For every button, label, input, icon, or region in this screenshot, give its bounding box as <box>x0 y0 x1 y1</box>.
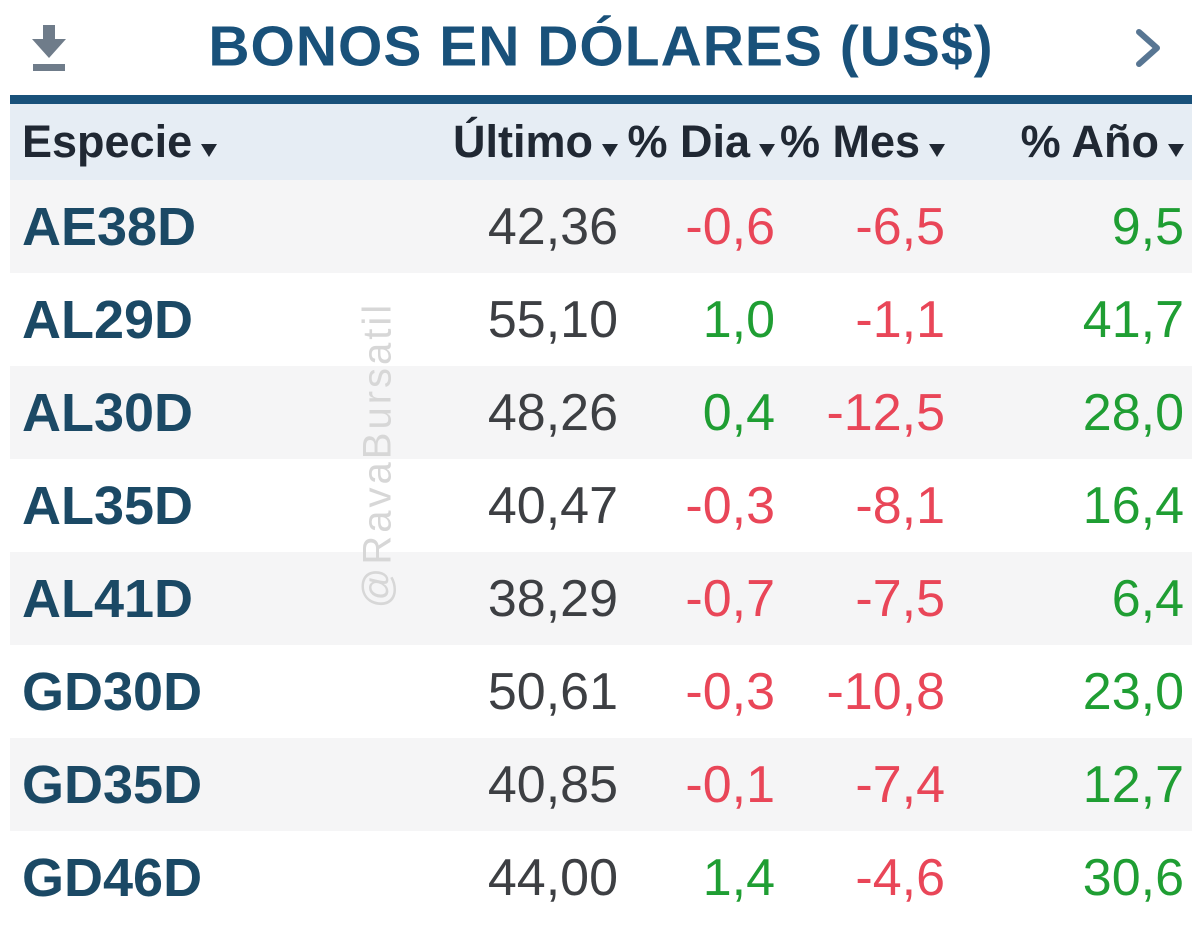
bond-ticker[interactable]: AL35D <box>22 475 194 536</box>
bond-last-price: 48,26 <box>487 383 618 442</box>
bond-day-change: -0,1 <box>685 755 775 814</box>
bond-table-body: AE38D 42,36 -0,6 -6,5 9,5 AL29D 55,10 1,… <box>10 180 1192 924</box>
table-row: AL30D 48,26 0,4 -12,5 28,0 <box>10 366 1192 459</box>
bond-last-price: 50,61 <box>487 662 618 721</box>
table-row: AL41D 38,29 -0,7 -7,5 6,4 <box>10 552 1192 645</box>
download-button[interactable] <box>28 23 70 73</box>
bonds-widget: BONOS EN DÓLARES (US$) Especie Último <box>10 0 1192 924</box>
bond-year-change: 41,7 <box>1082 290 1184 349</box>
bond-month-change: -6,5 <box>855 197 945 256</box>
bond-month-change: -12,5 <box>826 383 945 442</box>
header-divider <box>10 95 1192 104</box>
table-row: GD35D 40,85 -0,1 -7,4 12,7 <box>10 738 1192 831</box>
bond-month-change: -1,1 <box>855 290 945 349</box>
column-header-anio[interactable]: % Año <box>945 104 1192 180</box>
sort-desc-icon <box>1168 144 1184 157</box>
column-header-mes[interactable]: % Mes <box>775 104 945 180</box>
chevron-right-icon <box>1136 28 1160 67</box>
bond-day-change: -0,3 <box>685 476 775 535</box>
table-header-row: Especie Último % Dia % Mes % Año <box>10 104 1192 180</box>
column-header-ultimo[interactable]: Último <box>310 104 618 180</box>
table-row: AL29D 55,10 1,0 -1,1 41,7 <box>10 273 1192 366</box>
bond-last-price: 42,36 <box>487 197 618 256</box>
column-header-especie[interactable]: Especie <box>10 104 310 180</box>
column-label: % Dia <box>627 116 750 167</box>
bond-year-change: 6,4 <box>1111 569 1184 628</box>
bond-year-change: 16,4 <box>1082 476 1184 535</box>
sort-desc-icon <box>201 144 218 157</box>
bond-ticker[interactable]: GD46D <box>22 847 203 908</box>
column-label: % Mes <box>779 116 920 167</box>
bond-month-change: -4,6 <box>855 848 945 907</box>
sort-desc-icon <box>759 144 775 157</box>
bond-day-change: 1,4 <box>702 848 775 907</box>
widget-title: BONOS EN DÓLARES (US$) <box>208 14 994 79</box>
bond-ticker[interactable]: AL29D <box>22 289 194 350</box>
bond-day-change: 1,0 <box>702 290 775 349</box>
bond-month-change: -7,4 <box>855 755 945 814</box>
bond-day-change: -0,3 <box>685 662 775 721</box>
bond-last-price: 44,00 <box>487 848 618 907</box>
table-row: GD46D 44,00 1,4 -4,6 30,6 <box>10 831 1192 924</box>
bond-year-change: 9,5 <box>1111 197 1184 256</box>
column-label: Especie <box>22 116 193 167</box>
bond-year-change: 12,7 <box>1082 755 1184 814</box>
column-label: % Año <box>1020 116 1159 167</box>
table-row: GD30D 50,61 -0,3 -10,8 23,0 <box>10 645 1192 738</box>
sort-desc-icon <box>929 144 945 157</box>
widget-header: BONOS EN DÓLARES (US$) <box>10 0 1192 95</box>
bond-ticker[interactable]: AL30D <box>22 382 194 443</box>
table-row: AE38D 42,36 -0,6 -6,5 9,5 <box>10 180 1192 273</box>
bond-ticker[interactable]: GD35D <box>22 754 203 815</box>
bond-month-change: -8,1 <box>855 476 945 535</box>
bond-ticker[interactable]: AL41D <box>22 568 194 629</box>
bond-year-change: 23,0 <box>1082 662 1184 721</box>
table-row: AL35D 40,47 -0,3 -8,1 16,4 <box>10 459 1192 552</box>
bond-last-price: 55,10 <box>487 290 618 349</box>
bond-day-change: -0,6 <box>685 197 775 256</box>
bond-day-change: 0,4 <box>702 383 775 442</box>
bond-month-change: -7,5 <box>855 569 945 628</box>
expand-button[interactable] <box>1130 25 1166 71</box>
bond-last-price: 40,47 <box>487 476 618 535</box>
bond-year-change: 30,6 <box>1082 848 1184 907</box>
download-icon <box>32 24 66 71</box>
column-label: Último <box>453 116 593 167</box>
column-header-dia[interactable]: % Dia <box>618 104 775 180</box>
bonds-table: Especie Último % Dia % Mes % Año AE38D 4… <box>10 104 1192 924</box>
sort-desc-icon <box>602 144 618 157</box>
bond-day-change: -0,7 <box>685 569 775 628</box>
bond-ticker[interactable]: GD30D <box>22 661 203 722</box>
bond-last-price: 38,29 <box>487 569 618 628</box>
bond-month-change: -10,8 <box>826 662 945 721</box>
bond-last-price: 40,85 <box>487 755 618 814</box>
bond-ticker[interactable]: AE38D <box>22 196 197 257</box>
bond-year-change: 28,0 <box>1082 383 1184 442</box>
